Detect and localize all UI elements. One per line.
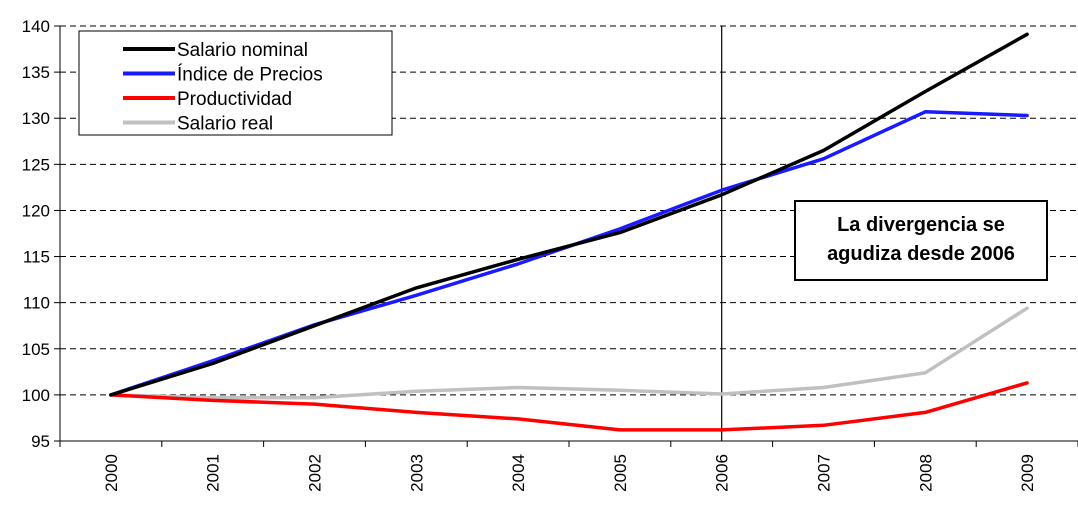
y-tick-label: 140 [22, 17, 50, 36]
x-tick-label: 2003 [407, 454, 426, 492]
y-tick-label: 95 [31, 432, 50, 451]
x-tick-label: 2006 [713, 454, 732, 492]
legend-label: Salario nominal [177, 40, 308, 61]
x-tick-label: 2005 [611, 454, 630, 492]
x-tick-label: 2009 [1018, 454, 1037, 492]
y-tick-label: 110 [23, 294, 50, 313]
x-tick-label: 2000 [102, 454, 121, 492]
legend-label: Índice de Precios [177, 65, 323, 86]
series-line-0 [109, 32, 1029, 397]
y-tick-label: 100 [22, 386, 50, 405]
series-line-3 [109, 306, 1029, 400]
y-tick-label: 130 [22, 109, 50, 128]
y-tick-label: 120 [22, 201, 50, 220]
series-line-2 [109, 381, 1029, 432]
y-tick-label: 125 [22, 155, 50, 174]
legend-label: Productividad [177, 89, 292, 110]
legend-label: Salario real [177, 114, 273, 135]
x-tick-label: 2001 [204, 454, 223, 492]
x-tick-label: 2002 [306, 454, 325, 492]
y-tick-label: 115 [23, 248, 50, 267]
y-axis-ticks: 95 100 105 110 115 120 125 130 135 140 [22, 17, 60, 451]
x-tick-label: 2008 [916, 454, 935, 492]
annotation-text: agudiza desde 2006 [827, 243, 1015, 265]
x-tick-label: 2007 [815, 454, 834, 492]
annotation-frame [794, 200, 1048, 281]
y-tick-label: 105 [22, 340, 50, 359]
annotation-text: La divergencia se [837, 214, 1005, 236]
x-axis-ticks: 2000 2001 2002 2003 2004 2005 2006 2007 2008 2009 [59, 441, 1078, 492]
x-tick-label: 2004 [509, 454, 528, 492]
annotation-box: La divergencia se agudiza desde 2006 [794, 200, 1048, 281]
series-lines [109, 32, 1029, 432]
legend: Salario nominal Índice de Precios Producti… [78, 30, 393, 136]
y-tick-label: 135 [22, 63, 50, 82]
